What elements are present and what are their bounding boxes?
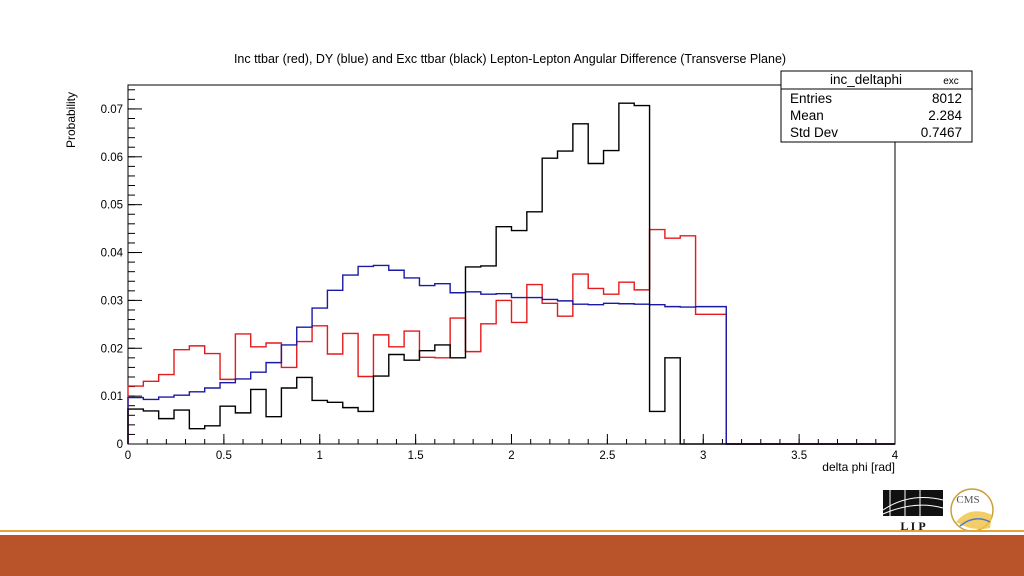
x-tick-label: 2.5	[599, 450, 615, 462]
footer-accent-line	[0, 530, 1024, 532]
x-tick-label: 4	[892, 450, 899, 462]
lip-logo-text: L I P	[900, 519, 925, 533]
histogram-series-1	[127, 264, 895, 445]
y-tick-label: 0.04	[101, 248, 124, 260]
y-tick-label: 0.02	[101, 343, 123, 355]
x-tick-label: 3	[700, 450, 706, 462]
x-tick-label: 2	[508, 450, 514, 462]
stats-value-mean: 2.284	[928, 108, 962, 123]
stats-label-stddev: Std Dev	[790, 125, 838, 140]
x-tick-label: 0.5	[216, 450, 232, 462]
axis-ticks: 0 0.5 1 1.5 2 2.5 3 3.5 4 0 0.01 0.02 0.03 0.04 0.05 0.…	[101, 89, 899, 462]
stats-label-mean: Mean	[790, 108, 824, 123]
stats-suffix: exc	[943, 76, 959, 87]
histograms	[127, 102, 895, 445]
histogram-series-0	[127, 228, 895, 445]
histogram-series-2	[127, 102, 895, 445]
y-tick-label: 0.06	[101, 152, 123, 164]
stats-value-entries: 8012	[932, 91, 962, 106]
stats-value-stddev: 0.7467	[921, 125, 962, 140]
y-tick-label: 0.05	[101, 200, 123, 212]
plot-frame	[127, 84, 896, 445]
stats-label-entries: Entries	[790, 91, 832, 106]
lip-logo: L I P	[882, 490, 944, 533]
y-tick-label: 0.07	[101, 104, 123, 116]
stats-title: inc_deltaphi	[830, 72, 902, 87]
y-tick-label: 0.01	[101, 391, 123, 403]
cms-logo-text: CMS	[956, 494, 979, 506]
x-tick-label: 0	[125, 450, 131, 462]
x-tick-label: 3.5	[791, 450, 807, 462]
footer-bar	[0, 535, 1024, 576]
x-tick-label: 1.5	[408, 450, 424, 462]
chart-title: Inc ttbar (red), DY (blue) and Exc ttbar…	[234, 52, 786, 66]
cms-logo: CMS	[950, 488, 994, 532]
y-axis-label: Probability	[64, 92, 78, 148]
x-axis-label: delta phi [rad]	[822, 460, 895, 474]
x-tick-label: 1	[317, 450, 323, 462]
y-tick-label: 0.03	[101, 295, 123, 307]
y-tick-label: 0	[117, 439, 123, 451]
stats-box: inc_deltaphi exc Entries 8012 Mean 2.284…	[780, 70, 973, 143]
